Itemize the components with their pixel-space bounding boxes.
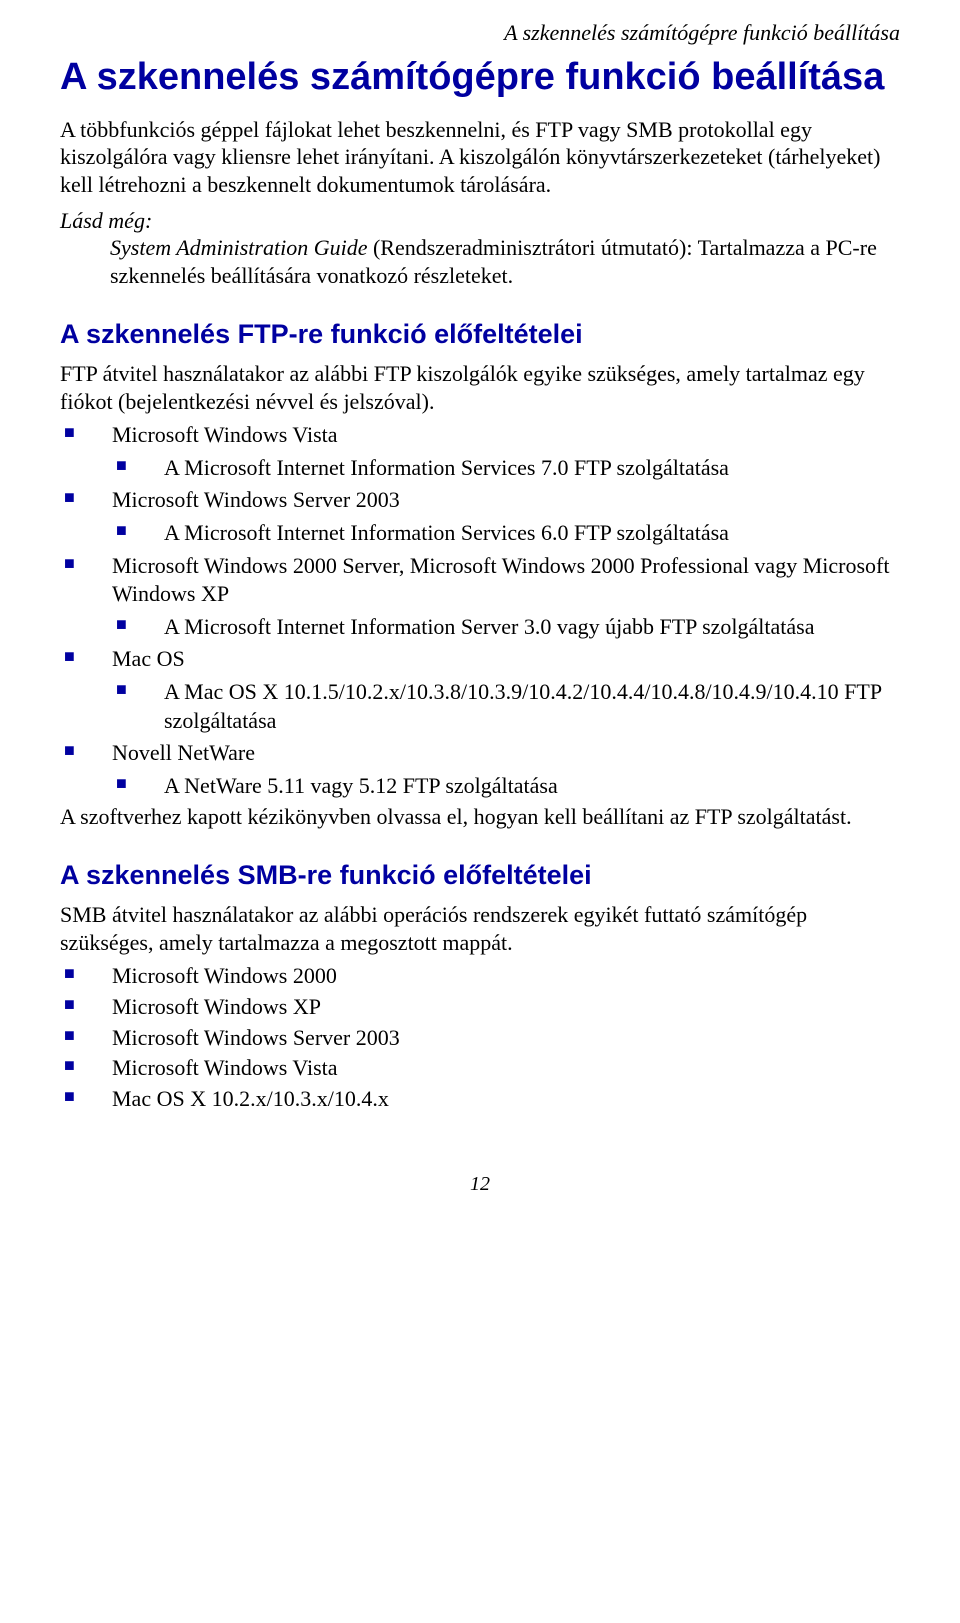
list-item: Microsoft Windows 2000 Server, Microsoft…: [60, 552, 900, 642]
list-item: A Microsoft Internet Information Server …: [112, 613, 900, 642]
list-item: Microsoft Windows Server 2003 A Microsof…: [60, 486, 900, 547]
see-also-body: System Administration Guide (Rendszeradm…: [110, 234, 900, 289]
list-item-label: Microsoft Windows 2000 Server, Microsoft…: [112, 553, 889, 607]
list-item-label: Microsoft Windows Server 2003: [112, 487, 400, 512]
ftp-heading: A szkennelés FTP-re funkció előfeltétele…: [60, 319, 900, 350]
list-item-label: Novell NetWare: [112, 740, 255, 765]
ftp-intro: FTP átvitel használatakor az alábbi FTP …: [60, 360, 900, 415]
list-item: A Microsoft Internet Information Service…: [112, 454, 900, 483]
ftp-list: Microsoft Windows Vista A Microsoft Inte…: [60, 421, 900, 800]
ftp-sublist: A Mac OS X 10.1.5/10.2.x/10.3.8/10.3.9/1…: [112, 678, 900, 735]
list-item-label: Microsoft Windows Vista: [112, 422, 338, 447]
ftp-sublist: A Microsoft Internet Information Server …: [112, 613, 900, 642]
list-item: Microsoft Windows 2000: [60, 962, 900, 991]
list-item: A Microsoft Internet Information Service…: [112, 519, 900, 548]
list-item-label: Mac OS: [112, 646, 185, 671]
list-item: A NetWare 5.11 vagy 5.12 FTP szolgáltatá…: [112, 772, 900, 801]
list-item: Mac OS A Mac OS X 10.1.5/10.2.x/10.3.8/1…: [60, 645, 900, 735]
ftp-footer-text: A szoftverhez kapott kézikönyvben olvass…: [60, 804, 900, 830]
document-page: A szkennelés számítógépre funkció beállí…: [0, 0, 960, 1236]
ftp-sublist: A Microsoft Internet Information Service…: [112, 454, 900, 483]
list-item: Microsoft Windows Server 2003: [60, 1024, 900, 1053]
intro-paragraph: A többfunkciós géppel fájlokat lehet bes…: [60, 116, 900, 199]
list-item: Mac OS X 10.2.x/10.3.x/10.4.x: [60, 1085, 900, 1114]
running-header: A szkennelés számítógépre funkció beállí…: [60, 20, 900, 46]
smb-heading: A szkennelés SMB-re funkció előfeltétele…: [60, 860, 900, 891]
smb-intro: SMB átvitel használatakor az alábbi oper…: [60, 901, 900, 956]
see-also-title: System Administration Guide: [110, 235, 367, 260]
list-item: Microsoft Windows Vista: [60, 1054, 900, 1083]
ftp-sublist: A NetWare 5.11 vagy 5.12 FTP szolgáltatá…: [112, 772, 900, 801]
smb-list: Microsoft Windows 2000 Microsoft Windows…: [60, 962, 900, 1113]
list-item: Microsoft Windows XP: [60, 993, 900, 1022]
page-title: A szkennelés számítógépre funkció beállí…: [60, 56, 900, 100]
list-item: Novell NetWare A NetWare 5.11 vagy 5.12 …: [60, 739, 900, 800]
see-also-label: Lásd még:: [60, 208, 900, 234]
list-item: A Mac OS X 10.1.5/10.2.x/10.3.8/10.3.9/1…: [112, 678, 900, 735]
page-number: 12: [60, 1173, 900, 1196]
list-item: Microsoft Windows Vista A Microsoft Inte…: [60, 421, 900, 482]
ftp-sublist: A Microsoft Internet Information Service…: [112, 519, 900, 548]
